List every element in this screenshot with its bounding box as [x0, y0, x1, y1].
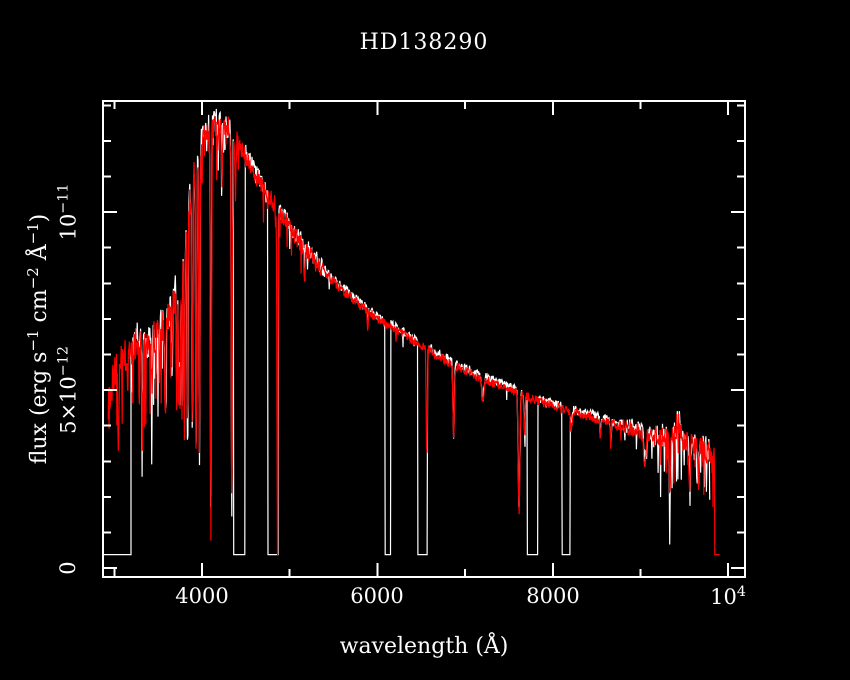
- x-tick-label-4000: 4000: [175, 584, 229, 608]
- plot-frame: [102, 100, 746, 578]
- x-axis-label: wavelength (Å): [339, 634, 509, 659]
- chart-title: HD138290: [359, 30, 489, 55]
- x-tick-label-8000: 8000: [526, 584, 580, 608]
- x-tick-label-10000: 104: [710, 584, 746, 609]
- target-spectrum: [107, 116, 720, 556]
- y-axis-label-text: flux (erg s−1 cm−2 Å−1): [23, 213, 53, 465]
- x-tick-label-6000: 6000: [350, 584, 404, 608]
